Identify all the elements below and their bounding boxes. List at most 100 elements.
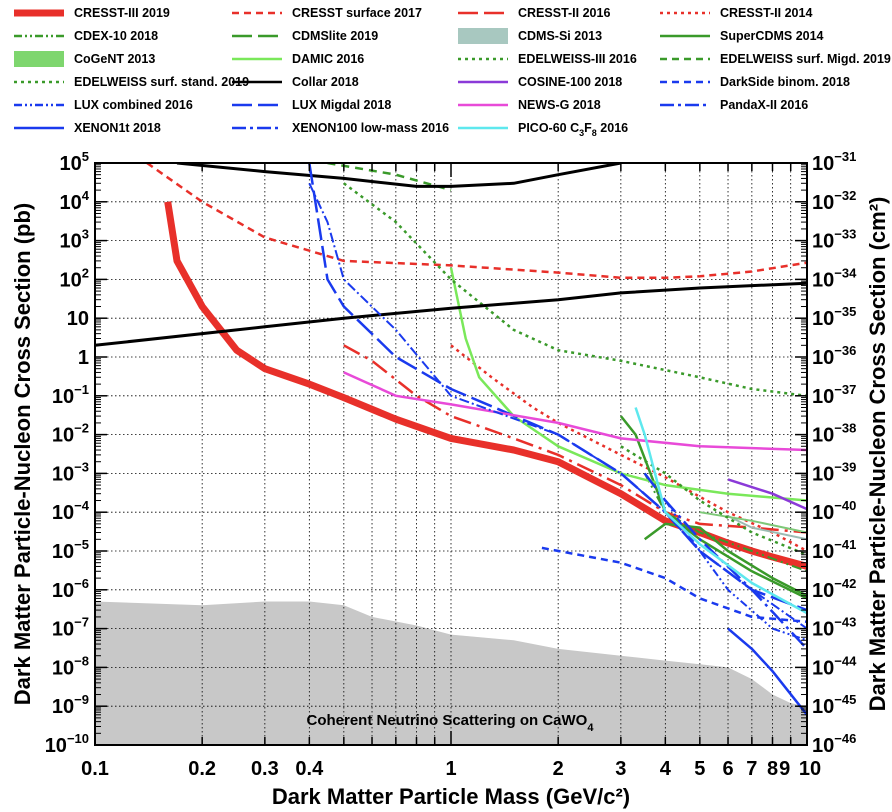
legend-label: LUX combined 2016 — [74, 98, 193, 112]
series-cdms-si-2013 — [727, 515, 807, 541]
legend-label: LUX Migdal 2018 — [292, 98, 391, 112]
y-tick-label-right: 10−37 — [812, 382, 856, 408]
legend-label: XENON1t 2018 — [74, 121, 161, 135]
x-tick-label: 0.4 — [295, 758, 324, 780]
y-tick-label-right: 10−38 — [812, 421, 856, 447]
y-axis-title-left: Dark Matter Particle-Nucleon Cross Secti… — [10, 203, 35, 705]
y-tick-label-left: 105 — [60, 149, 89, 175]
y-tick-label-right: 10−33 — [812, 227, 856, 253]
legend-label: CRESST-II 2016 — [518, 6, 610, 20]
x-tick-label: 9 — [779, 758, 790, 780]
legend-entry-collar-2018: Collar 2018 — [232, 75, 359, 89]
series-edelweiss-surf-stand-2019 — [343, 182, 807, 398]
series-lux-combined-2016 — [664, 499, 807, 642]
legend-swatch — [458, 28, 508, 44]
y-tick-label-left: 10−1 — [52, 382, 89, 408]
legend-entry-edelweiss-surf-migd-2019: EDELWEISS surf. Migd. 2019 — [660, 52, 891, 66]
neutrino-floor-region — [95, 601, 807, 745]
series-supercdms-2014 — [643, 522, 807, 597]
legend-label: CRESST-II 2014 — [720, 6, 812, 20]
grid — [95, 163, 807, 745]
legend-label: EDELWEISS surf. Migd. 2019 — [720, 52, 891, 66]
y-tick-label-left: 103 — [60, 227, 89, 253]
y-tick-label-right: 10−34 — [812, 265, 857, 291]
legend-entry-pandax-ii-2016: PandaX-II 2016 — [660, 98, 808, 112]
y-tick-label-right: 10−39 — [812, 459, 856, 485]
y-tick-label-right: 10−46 — [812, 731, 856, 757]
series-cogent-2013 — [699, 511, 807, 534]
legend-entry-cosine-100-2018: COSINE-100 2018 — [458, 75, 622, 89]
legend-label: CDMSlite 2019 — [292, 29, 378, 43]
x-tick-label: 3 — [615, 758, 626, 780]
x-tick-label: 5 — [694, 758, 705, 780]
series-collar-2018 — [95, 281, 807, 347]
x-tick-label: 2 — [553, 758, 564, 780]
legend-entry-cresst-surface-2017: CRESST surface 2017 — [232, 6, 422, 20]
x-tick-label: 1 — [445, 758, 456, 780]
series-cresst-ii-2016 — [343, 344, 807, 534]
legend-label: SuperCDMS 2014 — [720, 29, 824, 43]
legend-label: CoGeNT 2013 — [74, 52, 155, 66]
legend-entry-lux-migdal-2018: LUX Migdal 2018 — [232, 98, 391, 112]
legend: CRESST-III 2019 CRESST surface 2017 CRESST… — [14, 6, 891, 138]
y-tick-label-right: 10−41 — [812, 537, 856, 563]
x-tick-label: 8 — [767, 758, 778, 780]
legend-entry-cdex-10-2018: CDEX-10 2018 — [14, 29, 158, 43]
y-tick-label-right: 10−32 — [812, 188, 856, 214]
legend-entry-news-g-2018: NEWS-G 2018 — [458, 98, 601, 112]
legend-entry-lux-combined-2016: LUX combined 2016 — [14, 98, 193, 112]
series-cdex-10-2018 — [643, 472, 807, 573]
series-cosine-100-2018 — [727, 478, 807, 511]
series-layer — [95, 163, 807, 716]
legend-entry-cresst-ii-2016: CRESST-II 2016 — [458, 6, 610, 20]
x-tick-label: 6 — [722, 758, 733, 780]
x-tick-label: 7 — [746, 758, 757, 780]
y-tick-label-left: 10−5 — [52, 537, 89, 563]
legend-label: EDELWEISS surf. stand. 2019 — [74, 75, 249, 89]
legend-entry-cresst-ii-2014: CRESST-II 2014 — [660, 6, 812, 20]
series-pico-60-c3f8-2016 — [634, 407, 807, 615]
y-tick-label-right: 10−44 — [812, 653, 857, 679]
y-tick-label-left: 10−9 — [52, 692, 89, 718]
legend-label: DAMIC 2016 — [292, 52, 364, 66]
legend-entry-cdmslite-2019: CDMSlite 2019 — [232, 29, 378, 43]
legend-entry-darkside-binom-2018: DarkSide binom. 2018 — [660, 75, 850, 89]
series-cresst-surface-2017 — [146, 163, 807, 280]
series-damic-2016 — [449, 267, 807, 502]
legend-entry-supercdms-2014: SuperCDMS 2014 — [660, 29, 824, 43]
y-tick-label-left: 10−4 — [52, 498, 90, 524]
legend-swatch — [14, 51, 64, 67]
y-tick-label-left: 10 — [67, 308, 89, 330]
neutrino-floor-area — [95, 601, 807, 745]
y-tick-label-left: 10−8 — [52, 653, 89, 679]
legend-entry-cogent-2013: CoGeNT 2013 — [14, 51, 155, 67]
legend-label: PICO-60 C3F8 2016 — [518, 121, 628, 138]
legend-entry-damic-2016: DAMIC 2016 — [232, 52, 364, 66]
x-tick-label: 0.1 — [81, 758, 109, 780]
legend-label: CDEX-10 2018 — [74, 29, 158, 43]
legend-entry-pico-60-c-2016: PICO-60 C3F8 2016 — [458, 121, 628, 138]
x-tick-label: 10 — [799, 758, 821, 780]
legend-label: XENON100 low-mass 2016 — [292, 121, 449, 135]
axis-ticks: 0.1 0.2 0.3 0.4 1 2 3 4 5 6 7 8 9 1010510410310210110… — [45, 149, 857, 780]
y-tick-label-left: 104 — [60, 188, 90, 214]
legend-label: EDELWEISS-III 2016 — [518, 52, 637, 66]
y-axis-title-right: Dark Matter Particle-Nucleon Cross Secti… — [865, 197, 890, 712]
series-cresst-ii-2014 — [450, 344, 807, 553]
series-news-g-2018 — [343, 371, 807, 452]
legend-entry-edelweiss-iii-2016: EDELWEISS-III 2016 — [458, 52, 637, 66]
legend-label: CRESST-III 2019 — [74, 6, 170, 20]
legend-label: NEWS-G 2018 — [518, 98, 601, 112]
y-tick-label-left: 10−6 — [52, 576, 89, 602]
legend-entry-xenon100-low-mass-2016: XENON100 low-mass 2016 — [232, 121, 449, 135]
legend-label: Collar 2018 — [292, 75, 359, 89]
series-xenon100-low-mass-2016 — [308, 182, 807, 630]
x-tick-label: 0.2 — [188, 758, 216, 780]
legend-label: CRESST surface 2017 — [292, 6, 422, 20]
legend-entry-xenon1t-2018: XENON1t 2018 — [14, 121, 161, 135]
legend-label: CDMS-Si 2013 — [518, 29, 602, 43]
x-tick-label: 4 — [660, 758, 672, 780]
y-tick-label-left: 1 — [78, 347, 89, 369]
y-tick-label-left: 10−3 — [52, 459, 89, 485]
